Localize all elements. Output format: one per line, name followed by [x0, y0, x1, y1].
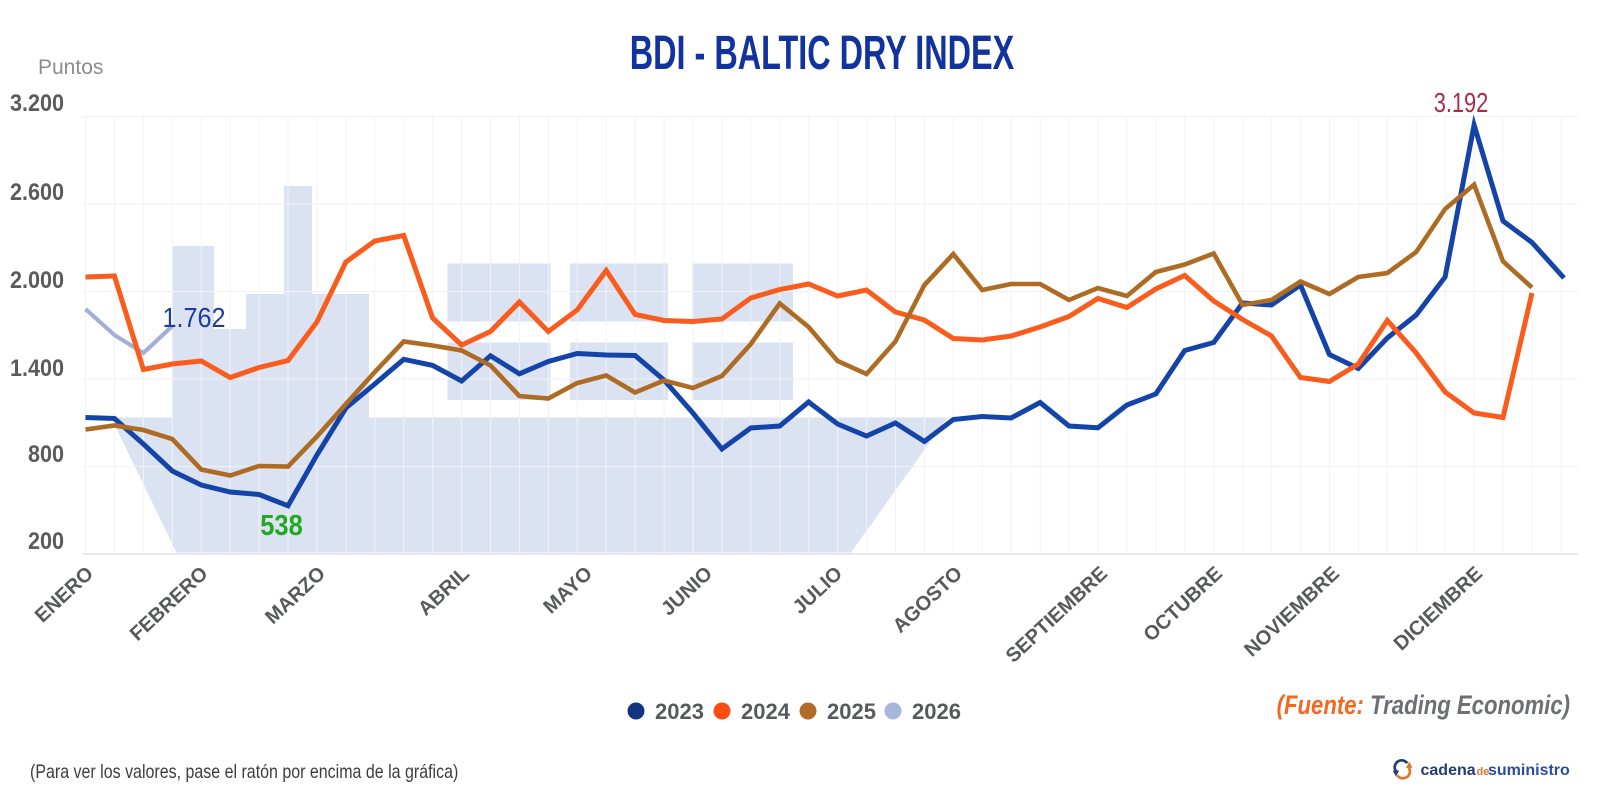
svg-text:MAYO: MAYO: [539, 563, 597, 619]
svg-text:BDI - BALTIC DRY INDEX: BDI - BALTIC DRY INDEX: [630, 26, 1014, 80]
svg-text:ENERO: ENERO: [31, 563, 98, 628]
svg-text:de: de: [1477, 766, 1490, 778]
svg-text:NOVIEMBRE: NOVIEMBRE: [1240, 563, 1344, 662]
svg-text:ABRIL: ABRIL: [414, 563, 474, 621]
svg-text:(Fuente: Trading Economic): (Fuente: Trading Economic): [1277, 691, 1570, 721]
svg-text:FEBRERO: FEBRERO: [126, 563, 213, 646]
svg-text:3.192: 3.192: [1434, 87, 1489, 118]
svg-text:2023: 2023: [655, 699, 704, 724]
svg-text:JULIO: JULIO: [789, 563, 847, 619]
svg-text:Puntos: Puntos: [38, 56, 103, 79]
svg-text:suministro: suministro: [1488, 762, 1570, 779]
svg-text:200: 200: [28, 527, 64, 554]
svg-text:1.400: 1.400: [10, 354, 64, 381]
svg-text:2025: 2025: [827, 699, 876, 724]
svg-text:2.600: 2.600: [10, 178, 64, 205]
svg-text:DICIEMBRE: DICIEMBRE: [1390, 563, 1487, 656]
svg-text:538: 538: [260, 508, 303, 541]
svg-text:SEPTIEMBRE: SEPTIEMBRE: [1002, 563, 1112, 668]
svg-text:3.200: 3.200: [10, 89, 64, 116]
svg-text:2024: 2024: [741, 699, 791, 724]
svg-text:AGOSTO: AGOSTO: [889, 563, 967, 638]
svg-text:2026: 2026: [912, 699, 961, 724]
svg-text:(Para ver los valores, pase el: (Para ver los valores, pase el ratón por…: [30, 761, 458, 783]
svg-text:1.762: 1.762: [162, 302, 225, 334]
svg-text:JUNIO: JUNIO: [657, 563, 717, 621]
svg-text:MARZO: MARZO: [261, 563, 330, 629]
svg-text:800: 800: [28, 440, 64, 467]
svg-text:2.000: 2.000: [10, 266, 64, 293]
svg-text:cadena: cadena: [1421, 762, 1476, 779]
svg-text:OCTUBRE: OCTUBRE: [1140, 563, 1227, 647]
